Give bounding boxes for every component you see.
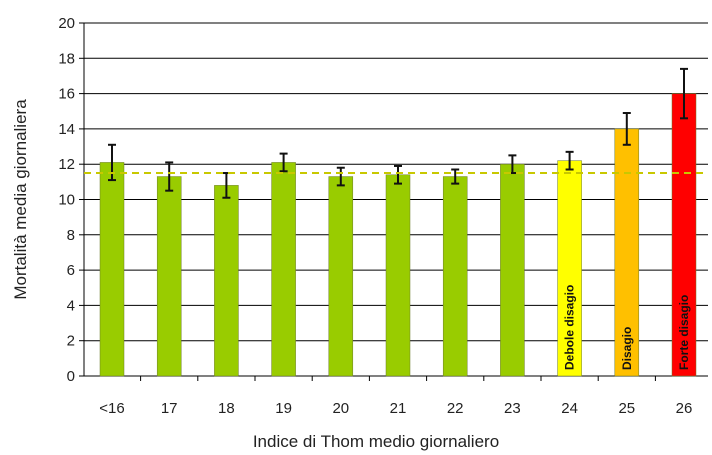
bar-label: Disagio — [620, 327, 634, 370]
y-tick-label: 10 — [58, 192, 75, 209]
bar — [557, 160, 582, 377]
bar — [442, 176, 468, 377]
y-tick-label: 20 — [58, 15, 75, 32]
bar-labels: Debole disagio Disagio Forte disagio — [563, 285, 691, 370]
y-tick-label: 12 — [58, 156, 75, 173]
x-tick-label: 19 — [275, 400, 292, 417]
bar — [99, 162, 125, 377]
bar — [156, 176, 182, 377]
x-tick-label: 17 — [161, 400, 178, 417]
bar — [500, 163, 525, 377]
y-tick-label: 18 — [58, 50, 75, 67]
x-tick-labels: <16 17 18 19 20 21 22 23 24 25 26 — [99, 376, 692, 417]
error-bars — [108, 67, 688, 199]
bars — [99, 93, 697, 377]
bar-label: Debole disagio — [563, 285, 577, 370]
bar-label: Forte disagio — [677, 295, 691, 370]
x-tick-label: 25 — [618, 400, 635, 417]
x-tick-label: 26 — [676, 400, 693, 417]
bar — [385, 174, 411, 377]
bar — [271, 162, 296, 377]
bar — [328, 176, 354, 377]
x-tick-label: 18 — [218, 400, 235, 417]
y-tick-label: 8 — [67, 227, 75, 244]
y-tick-label: 2 — [67, 333, 75, 350]
y-tick-label: 0 — [67, 368, 75, 385]
x-tick-label: 23 — [504, 400, 521, 417]
y-tick-label: 14 — [58, 121, 75, 138]
x-tick-label: 24 — [561, 400, 578, 417]
y-tick-label: 4 — [67, 297, 75, 314]
x-tick-label: 22 — [447, 400, 464, 417]
y-tick-label: 16 — [58, 86, 75, 103]
x-tick-label: 20 — [332, 400, 349, 417]
bar — [614, 128, 640, 377]
x-axis-title: Indice di Thom medio giornaliero — [253, 432, 499, 451]
bar — [214, 185, 239, 377]
y-tick-labels: 0 2 4 6 8 10 12 14 16 18 20 — [58, 15, 75, 385]
x-tick-label: 21 — [390, 400, 407, 417]
x-tick-label: <16 — [99, 400, 124, 417]
y-tick-label: 6 — [67, 262, 75, 279]
bar — [671, 93, 697, 377]
y-axis-title: Mortalità media giornaliera — [11, 99, 30, 300]
